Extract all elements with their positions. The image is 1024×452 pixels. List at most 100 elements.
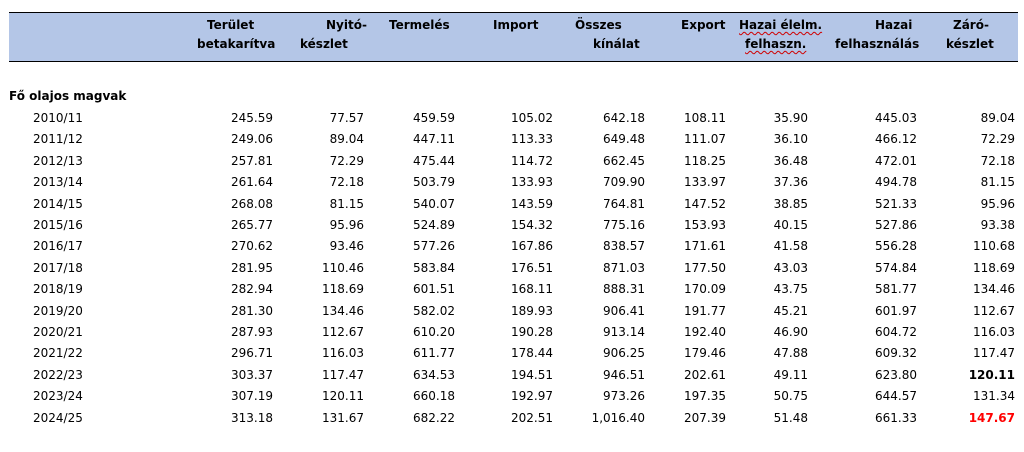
- cell-zaro: 134.46: [973, 282, 1015, 297]
- cell-hazai-felh: 556.28: [875, 239, 917, 254]
- cell-year: 2010/11: [33, 111, 83, 125]
- cell-nyito: 72.29: [329, 153, 364, 168]
- table-row: 2011/12 249.06 89.04 447.11 113.33 649.48 111.…: [0, 129, 1024, 150]
- cell-export: 153.93: [684, 218, 726, 232]
- cell-terulet: 261.64: [231, 175, 273, 190]
- cell-terulet: 281.30: [231, 303, 273, 318]
- cell-osszes: 709.90: [603, 175, 645, 190]
- cell-termeles: 577.26: [413, 239, 455, 254]
- cell-nyito: 131.67: [322, 410, 364, 425]
- cell-hazai-elelm: 43.03: [773, 260, 808, 275]
- cell-termeles: 660.18: [413, 389, 455, 404]
- cell-terulet: 270.62: [231, 239, 273, 254]
- cell-import: 176.51: [511, 260, 553, 275]
- cell-export: 147.52: [684, 196, 726, 211]
- table-row: 2016/17 270.62 93.46 577.26 167.86 838.57 171.…: [0, 236, 1024, 257]
- header-terulet: Terület betakarítva: [197, 18, 276, 51]
- cell-termeles: 634.53: [413, 367, 455, 382]
- cell-nyito: 118.69: [322, 282, 364, 297]
- cell-zaro: 120.11: [968, 367, 1015, 382]
- cell-hazai-elelm: 46.90: [773, 325, 808, 339]
- cell-nyito: 93.46: [329, 239, 364, 254]
- cell-year: 2013/14: [33, 175, 83, 190]
- cell-hazai-felh: 445.03: [875, 111, 917, 125]
- cell-zaro: 118.69: [973, 260, 1015, 275]
- cell-hazai-felh: 527.86: [875, 218, 917, 232]
- table-row: 2022/23 303.37 117.47 634.53 194.51 946.51 202…: [0, 365, 1024, 386]
- cell-zaro: 93.38: [980, 218, 1015, 232]
- cell-osszes: 838.57: [603, 239, 645, 254]
- cell-terulet: 245.59: [231, 111, 273, 125]
- cell-year: 2014/15: [33, 196, 83, 211]
- cell-import: 143.59: [511, 196, 553, 211]
- header-zaro: Záró- készlet: [946, 18, 994, 51]
- cell-import: 167.86: [511, 239, 553, 254]
- header-import: Import: [493, 18, 539, 32]
- cell-hazai-felh: 623.80: [875, 367, 917, 382]
- cell-osszes: 973.26: [603, 389, 645, 404]
- cell-hazai-elelm: 49.11: [773, 367, 808, 382]
- cell-hazai-felh: 472.01: [875, 153, 917, 168]
- cell-export: 118.25: [684, 153, 726, 168]
- cell-terulet: 249.06: [231, 132, 273, 147]
- cell-import: 154.32: [511, 218, 553, 232]
- cell-termeles: 583.84: [413, 260, 455, 275]
- table-row: 2012/13 257.81 72.29 475.44 114.72 662.45 118.…: [0, 151, 1024, 172]
- cell-terulet: 281.95: [231, 260, 273, 275]
- cell-zaro: 116.03: [973, 325, 1015, 339]
- cell-import: 190.28: [511, 325, 553, 339]
- cell-hazai-felh: 494.78: [875, 175, 917, 190]
- cell-hazai-felh: 466.12: [875, 132, 917, 147]
- cell-import: 114.72: [511, 153, 553, 168]
- cell-year: 2018/19: [33, 282, 83, 297]
- cell-import: 194.51: [511, 367, 553, 382]
- cell-export: 170.09: [684, 282, 726, 297]
- cell-export: 207.39: [684, 410, 726, 425]
- cell-zaro: 81.15: [980, 175, 1015, 190]
- cell-import: 168.11: [511, 282, 553, 297]
- cell-hazai-elelm: 36.10: [773, 132, 808, 147]
- cell-export: 133.97: [684, 175, 726, 190]
- cell-hazai-elelm: 50.75: [773, 389, 808, 404]
- cell-osszes: 888.31: [603, 282, 645, 297]
- section-title: Fő olajos magvak: [9, 89, 127, 103]
- cell-import: 202.51: [511, 410, 553, 425]
- cell-year: 2022/23: [33, 367, 83, 382]
- cell-import: 192.97: [511, 389, 553, 404]
- cell-nyito: 134.46: [322, 303, 364, 318]
- cell-nyito: 110.46: [322, 260, 364, 275]
- cell-terulet: 296.71: [231, 346, 273, 361]
- cell-zaro: 95.96: [980, 196, 1015, 211]
- table-row: 2021/22 296.71 116.03 611.77 178.44 906.25 179…: [0, 343, 1024, 364]
- table-row: 2013/14 261.64 72.18 503.79 133.93 709.90 133.…: [0, 172, 1024, 193]
- header-export: Export: [681, 18, 726, 32]
- cell-import: 133.93: [511, 175, 553, 190]
- cell-osszes: 662.45: [603, 153, 645, 168]
- cell-termeles: 682.22: [413, 410, 455, 425]
- cell-hazai-elelm: 51.48: [773, 410, 808, 425]
- table-row: 2019/20 281.30 134.46 582.02 189.93 906.41 191…: [0, 301, 1024, 322]
- cell-import: 178.44: [511, 346, 553, 361]
- cell-terulet: 268.08: [231, 196, 273, 211]
- cell-year: 2015/16: [33, 218, 83, 232]
- cell-hazai-elelm: 40.15: [773, 218, 808, 232]
- cell-zaro: 117.47: [973, 346, 1015, 361]
- cell-osszes: 906.25: [603, 346, 645, 361]
- header-osszes: Összes kínálat: [575, 18, 640, 51]
- header-hazai-elelm: Hazai élelm. felhaszn.: [739, 18, 823, 51]
- cell-hazai-elelm: 38.85: [773, 196, 808, 211]
- table-row: 2014/15 268.08 81.15 540.07 143.59 764.81 147.…: [0, 194, 1024, 215]
- cell-terulet: 303.37: [231, 367, 273, 382]
- table-row: 2015/16 265.77 95.96 524.89 154.32 775.16 153.…: [0, 215, 1024, 236]
- cell-hazai-felh: 644.57: [875, 389, 917, 404]
- cell-osszes: 1,016.40: [591, 410, 645, 425]
- cell-termeles: 459.59: [413, 111, 455, 125]
- cell-terulet: 265.77: [231, 218, 273, 232]
- cell-year: 2020/21: [33, 325, 83, 339]
- cell-import: 189.93: [511, 303, 553, 318]
- table-row: 2023/24 307.19 120.11 660.18 192.97 973.26 197…: [0, 386, 1024, 407]
- cell-year: 2017/18: [33, 260, 83, 275]
- cell-hazai-felh: 661.33: [875, 410, 917, 425]
- cell-hazai-elelm: 47.88: [773, 346, 808, 361]
